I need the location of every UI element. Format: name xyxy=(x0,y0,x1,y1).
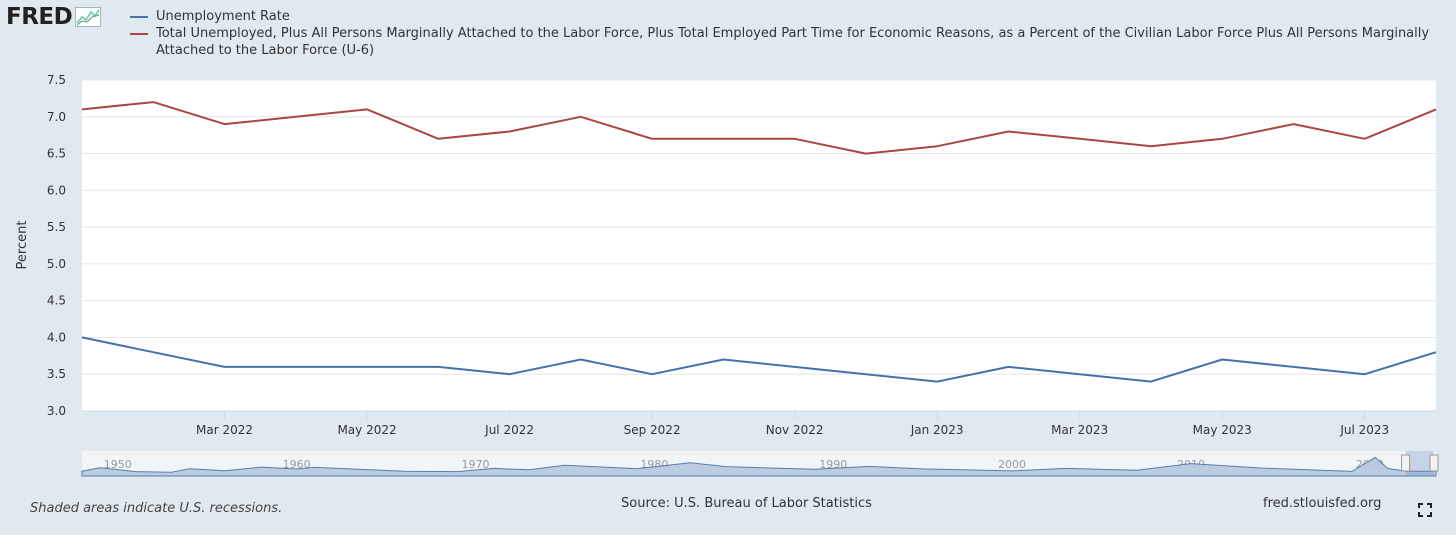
grid-lines xyxy=(82,79,1436,412)
legend-swatch-unemployment xyxy=(130,16,148,18)
source-text: Source: U.S. Bureau of Labor Statistics xyxy=(621,496,872,511)
x-tick-label: May 2022 xyxy=(337,423,396,437)
line-chart: 3.03.54.04.55.05.56.06.57.07.5 Mar 2022 M… xyxy=(15,73,1439,477)
legend-item-u6[interactable]: Total Unemployed, Plus All Persons Margi… xyxy=(130,25,1450,59)
y-tick-label: 5.0 xyxy=(47,257,66,271)
x-tick-label: Jul 2023 xyxy=(1339,423,1389,437)
series-line-u6[interactable] xyxy=(81,101,1437,155)
navigator-year-label: 1970 xyxy=(462,458,490,471)
time-navigator[interactable]: 19501960197019801990200020102020 xyxy=(81,451,1439,477)
x-tick-label: Jul 2022 xyxy=(484,423,534,437)
y-tick-label: 6.5 xyxy=(47,147,66,161)
y-tick-label: 3.5 xyxy=(47,367,66,381)
x-tick-label: Mar 2022 xyxy=(196,423,253,437)
navigator-year-label: 2000 xyxy=(998,458,1026,471)
recession-note: Shaded areas indicate U.S. recessions. xyxy=(30,501,283,516)
fred-logo[interactable]: FRED xyxy=(6,4,102,30)
series-lines xyxy=(81,101,1437,383)
y-axis: 3.0 3.5 4.0 4.5 5.0 5.5 6.0 6.5 7.0 7.5 xyxy=(47,73,66,418)
y-tick-label: 7.5 xyxy=(47,73,66,87)
y-axis-label: Percent xyxy=(15,221,30,270)
y-tick-label: 4.5 xyxy=(47,294,66,308)
navigator-right-handle[interactable] xyxy=(1429,454,1439,472)
x-tick-label: May 2023 xyxy=(1193,423,1252,437)
x-axis: Mar 2022 May 2022 Jul 2022 Sep 2022 Nov 2022… xyxy=(82,410,1436,437)
navigator-year-label: 1950 xyxy=(104,458,132,471)
site-link[interactable]: fred.stlouisfed.org xyxy=(1263,496,1382,511)
x-tick-label: Jan 2023 xyxy=(910,423,964,437)
x-tick-label: Mar 2023 xyxy=(1051,423,1108,437)
fred-logo-text: FRED xyxy=(6,4,73,30)
x-tick-label: Nov 2022 xyxy=(766,423,824,437)
y-tick-label: 3.0 xyxy=(47,404,66,418)
series-line-unemployment-rate[interactable] xyxy=(81,336,1437,383)
y-tick-label: 6.0 xyxy=(47,183,66,197)
navigator-left-handle[interactable] xyxy=(1401,454,1411,472)
x-tick-label: Sep 2022 xyxy=(624,423,681,437)
legend-label-unemployment: Unemployment Rate xyxy=(156,9,290,24)
navigator-selection[interactable] xyxy=(1405,451,1434,476)
fullscreen-icon[interactable] xyxy=(1418,503,1432,517)
navigator-year-label: 1960 xyxy=(283,458,311,471)
plot-background xyxy=(82,80,1436,411)
y-tick-label: 4.0 xyxy=(47,330,66,344)
navigator-series-area xyxy=(81,456,1437,477)
legend-item-unemployment-rate[interactable]: Unemployment Rate xyxy=(130,8,1450,25)
fred-chart-icon xyxy=(75,7,102,27)
legend-swatch-u6 xyxy=(130,33,148,35)
y-tick-label: 5.5 xyxy=(47,220,66,234)
legend-label-u6: Total Unemployed, Plus All Persons Margi… xyxy=(156,26,1430,58)
chart-legend: Unemployment Rate Total Unemployed, Plus… xyxy=(130,8,1450,59)
y-tick-label: 7.0 xyxy=(47,110,66,124)
